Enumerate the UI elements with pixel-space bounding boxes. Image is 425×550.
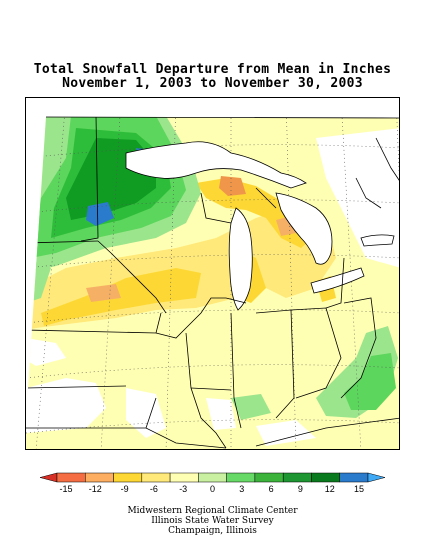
color-legend: -15 -12 -9 -6 -3 0 3 6 9 12 15 (40, 472, 385, 494)
legend-swatch (85, 472, 114, 483)
state-boundaries (26, 117, 399, 449)
lake-huron (275, 192, 333, 265)
snowfall-departure-map (26, 116, 399, 449)
fill-white-patch (126, 388, 166, 438)
legend-tick-label: -3 (179, 484, 187, 494)
legend-swatch (254, 472, 284, 483)
fill-white-patch (316, 128, 399, 268)
fill-positive (344, 353, 396, 410)
legend-swatch (226, 472, 256, 483)
fill-deep-negative (86, 284, 121, 302)
legend-tick-labels: -15 -12 -9 -6 -3 0 3 6 9 12 15 (59, 484, 364, 494)
legend-swatch (339, 472, 369, 483)
fill-white-patch (206, 398, 236, 430)
legend-swatch (311, 472, 340, 483)
legend-tick-label: 15 (354, 484, 364, 494)
fill-negative (41, 268, 201, 326)
legend-swatches (40, 472, 385, 483)
legend-swatch-high-arrow (367, 472, 385, 483)
map-domain-outline (45, 116, 399, 119)
lake-ontario (360, 234, 395, 247)
legend-swatch (141, 472, 171, 483)
fill-white-patch (256, 420, 316, 446)
legend-tick-label: -9 (121, 484, 129, 494)
lake-superior (125, 141, 307, 189)
legend-tick-label: 0 (210, 484, 215, 494)
legend-swatch (282, 472, 312, 483)
fill-white-patch (26, 338, 66, 366)
legend-tick-label: 6 (269, 484, 274, 494)
legend-tick-label: 12 (325, 484, 335, 494)
legend-swatch (56, 472, 86, 483)
legend-swatch (113, 472, 143, 483)
legend-tick-label: -12 (89, 484, 102, 494)
legend-tick-label: 3 (239, 484, 244, 494)
fill-deep-negative (219, 176, 246, 196)
map-title-line-2: November 1, 2003 to November 30, 2003 (62, 76, 363, 91)
fill-slight-positive (231, 394, 271, 420)
legend-swatch-low-arrow (40, 472, 58, 483)
lake-erie (310, 267, 365, 294)
legend-tick-label: -15 (59, 484, 72, 494)
fill-very-high-2 (86, 202, 114, 226)
legend-tick-label: 9 (298, 484, 303, 494)
credit-isws: Illinois State Water Survey (151, 516, 274, 526)
legend-swatch (169, 472, 199, 483)
credit-location: Champaign, Illinois (168, 526, 257, 536)
fill-white-patch (26, 378, 106, 433)
map-title-line-1: Total Snowfall Departure from Mean in In… (33, 62, 392, 77)
legend-swatch (198, 472, 227, 483)
map-panel (25, 97, 400, 450)
credit-mrcc: Midwestern Regional Climate Center (127, 506, 298, 516)
legend-tick-label: -6 (150, 484, 158, 494)
